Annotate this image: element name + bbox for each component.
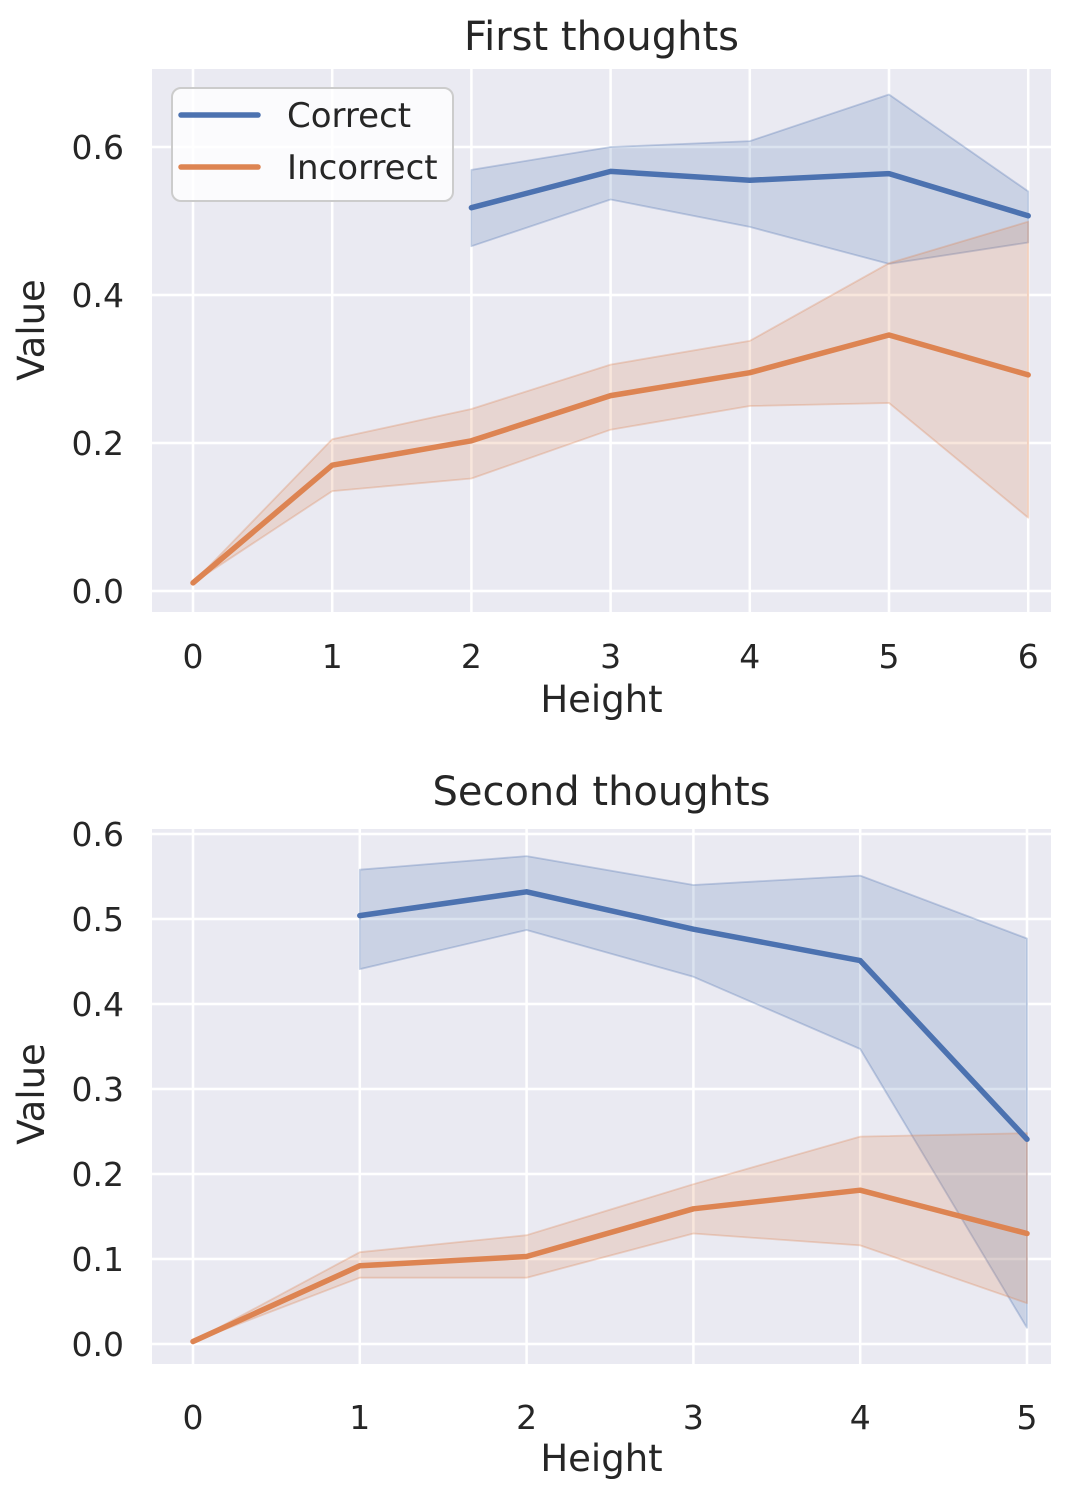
x-tick-label: 0 [183,1398,204,1437]
legend-label-correct: Correct [287,96,411,136]
y-tick-label: 0.5 [72,900,124,939]
x-tick-label: 5 [1017,1398,1038,1437]
x-axis-label: Height [540,1437,662,1480]
x-tick-label: 0 [183,637,204,676]
y-tick-label: 0.1 [72,1240,124,1279]
confidence-band-correct [358,855,1028,1329]
y-tick-label: 0.3 [72,1070,124,1109]
confidence-band-incorrect [192,220,1030,584]
y-axis-label: Value [10,279,53,381]
y-tick-label: 0.6 [72,815,124,854]
series-line-correct [357,889,1030,1142]
x-tick-label: 4 [739,637,760,676]
x-tick-label: 5 [879,637,900,676]
series-line-correct [468,168,1031,219]
y-tick-label: 0.0 [72,1325,124,1364]
y-tick-label: 0.0 [72,572,124,611]
x-tick-label: 1 [322,637,343,676]
chart-second-thoughts: Second thoughts 0.0 0.1 0.2 0.3 0.4 0.5 0.6 0 1 2 3… [10,769,1051,1480]
x-axis-label: Height [540,678,662,721]
y-tick-label: 0.6 [72,128,124,167]
series-line-incorrect [190,1187,1030,1345]
chart-title: First thoughts [464,14,739,60]
x-tick-label: 2 [516,1398,537,1437]
y-tick-label: 0.4 [72,276,124,315]
y-axis-label: Value [10,1043,53,1145]
x-tick-label: 1 [349,1398,370,1437]
x-tick-label: 3 [600,637,621,676]
y-tick-label: 0.2 [72,424,124,463]
x-tick-label: 6 [1018,637,1039,676]
confidence-band-incorrect [192,1132,1028,1343]
chart-first-thoughts: First thoughts 0.0 0.2 0.4 0.6 0 1 2 3 4 5 6 Height V… [10,14,1051,721]
legend-label-incorrect: Incorrect [287,148,438,188]
x-tick-label: 4 [850,1398,871,1437]
chart-title: Second thoughts [432,769,770,815]
x-tick-label: 2 [461,637,482,676]
series-line-incorrect [190,332,1031,586]
x-tick-label: 3 [683,1398,704,1437]
y-tick-label: 0.2 [72,1155,124,1194]
y-tick-label: 0.4 [72,985,124,1024]
